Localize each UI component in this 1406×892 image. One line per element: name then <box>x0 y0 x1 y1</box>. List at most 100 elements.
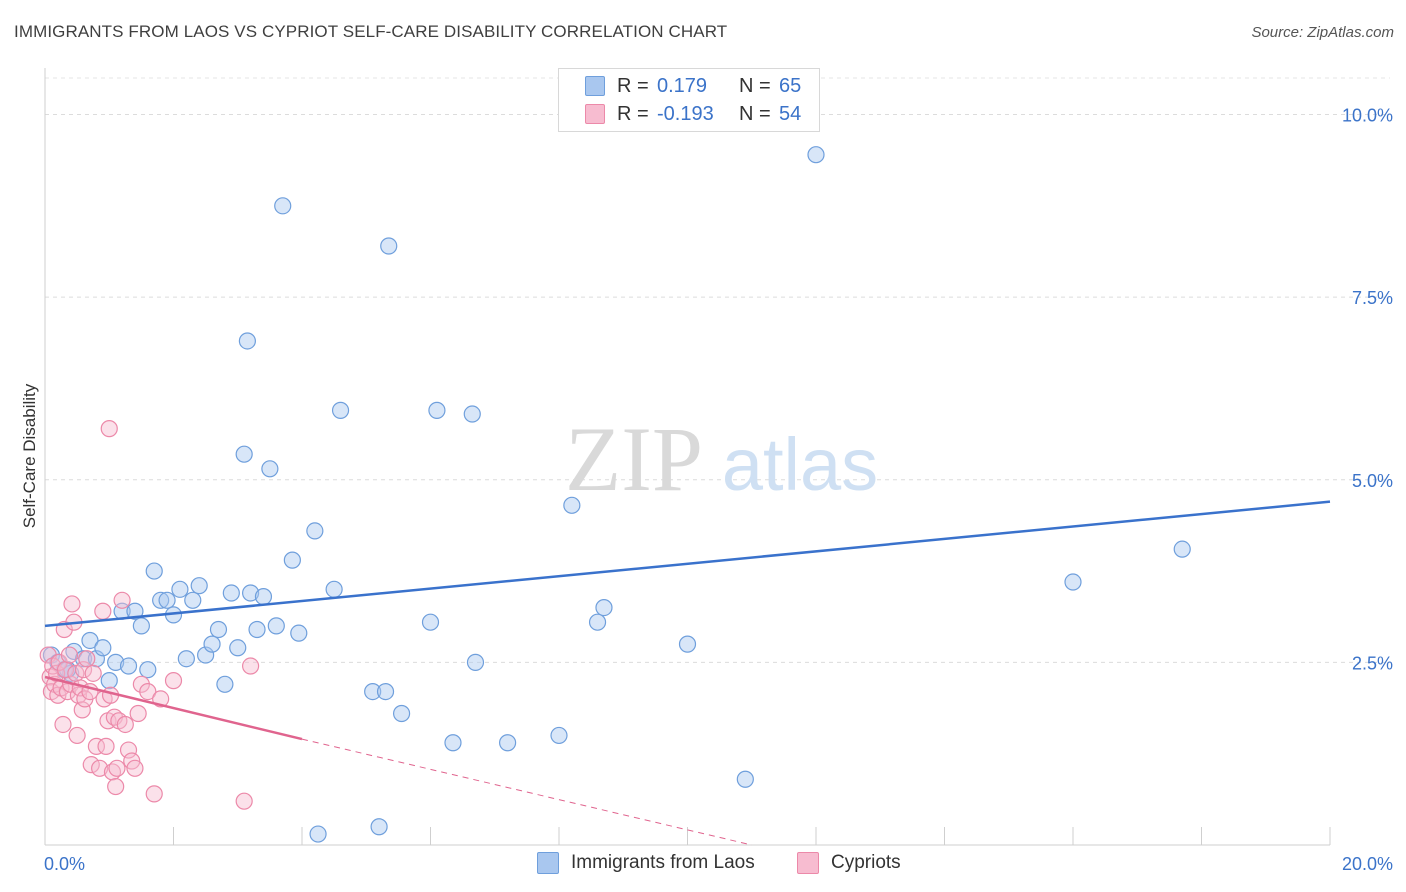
cypriot-point <box>235 792 253 810</box>
laos-point <box>107 653 125 671</box>
laos-point <box>87 650 106 668</box>
series-label-laos: Immigrants from Laos <box>571 852 755 873</box>
cypriot-point <box>63 595 81 613</box>
legend-swatch-laos <box>585 76 605 96</box>
laos-point <box>203 635 221 653</box>
laos-point <box>184 591 202 609</box>
watermark: ZIP atlas <box>565 408 878 510</box>
laos-point <box>331 401 350 419</box>
laos-point <box>126 602 144 620</box>
x-tick-label: 0.0% <box>44 854 85 874</box>
y-axis-title: Self-Care Disability <box>20 383 39 529</box>
laos-point <box>100 672 118 690</box>
laos-trend-line <box>44 500 1331 628</box>
laos-point <box>94 639 112 657</box>
gridlines <box>45 77 1390 663</box>
laos-point <box>132 617 150 635</box>
watermark-atlas: atlas <box>722 423 878 506</box>
axes <box>44 68 1331 846</box>
laos-point <box>267 617 285 635</box>
trend-lines <box>44 500 1331 846</box>
y-tick-label: 10.0% <box>1342 106 1393 126</box>
series-legend-laos: Immigrants from Laos <box>537 852 755 874</box>
source-label: Source: ZipAtlas.com <box>1251 24 1394 41</box>
laos-point <box>190 577 208 595</box>
cypriot-point <box>129 704 147 723</box>
laos-point <box>421 613 440 631</box>
cypriot-point <box>68 726 86 745</box>
laos-point <box>588 613 607 631</box>
laos-point <box>595 598 613 617</box>
cypriot-point <box>119 741 138 759</box>
legend-r-value: -0.193 <box>657 102 714 125</box>
y-tick-label: 2.5% <box>1352 653 1393 673</box>
laos-point <box>171 580 189 598</box>
laos-point <box>119 657 138 675</box>
cypriot-trend-line <box>44 675 303 741</box>
laos-point <box>209 620 228 639</box>
cypriot-point <box>100 420 118 438</box>
correlation-legend: R = 0.179 N = 65 R = -0.193 N = 54 <box>558 68 820 132</box>
laos-point <box>283 551 301 569</box>
laos-point <box>325 580 343 598</box>
cypriot-point <box>91 759 109 777</box>
laos-point <box>290 624 308 642</box>
laos-point <box>158 591 176 609</box>
cypriot-point <box>87 737 106 755</box>
series-swatch-laos <box>537 852 559 874</box>
laos-point <box>197 646 215 664</box>
cypriot-point <box>164 672 183 690</box>
legend-r-label: R = <box>617 74 649 97</box>
laos-point <box>261 460 279 478</box>
cypriot-point <box>73 701 91 719</box>
laos-point <box>235 445 253 463</box>
cypriot-point <box>126 759 144 777</box>
laos-point <box>444 734 462 752</box>
laos-point <box>550 726 568 745</box>
laos-point <box>1173 540 1191 558</box>
cypriot-point <box>60 646 79 664</box>
laos-point <box>499 734 517 752</box>
cypriot-point <box>145 785 163 803</box>
laos-point <box>229 639 247 657</box>
tick-labels: 2.5% 5.0% 7.5% 10.0% 0.0% 20.0% <box>44 106 1393 874</box>
laos-point <box>145 562 163 580</box>
laos-point <box>678 635 697 653</box>
cypriot-point <box>107 777 125 796</box>
laos-point <box>238 332 256 350</box>
legend-n-label: N = <box>739 102 771 125</box>
laos-point <box>563 496 581 514</box>
laos-point <box>466 653 485 671</box>
legend-row-laos: R = 0.179 N = 65 <box>585 72 801 100</box>
legend-swatch-cypriots <box>585 104 605 124</box>
legend-r-label: R = <box>617 102 649 125</box>
cypriot-point <box>113 591 131 609</box>
laos-point <box>736 770 754 788</box>
cypriot-trend-line-extension <box>301 738 752 846</box>
cypriot-point <box>82 756 100 774</box>
laos-point <box>254 588 273 606</box>
watermark-zip: ZIP <box>565 408 703 510</box>
legend-n-value: 54 <box>779 102 802 125</box>
series-legend: Immigrants from Laos Cypriots <box>0 852 1406 878</box>
laos-point <box>216 675 234 693</box>
series-swatch-cypriots <box>797 852 819 874</box>
laos-point <box>370 818 388 836</box>
laos-point <box>807 146 825 164</box>
laos-point <box>139 661 157 679</box>
laos-point <box>248 620 266 639</box>
y-tick-label: 5.0% <box>1352 471 1393 491</box>
cypriot-point <box>116 715 134 734</box>
x-tick-label: 20.0% <box>1342 854 1393 874</box>
legend-n-label: N = <box>739 74 771 97</box>
laos-point <box>177 650 195 668</box>
cypriot-point <box>139 682 157 701</box>
laos-point <box>242 584 260 602</box>
laos-point <box>392 704 411 723</box>
y-tick-label: 7.5% <box>1352 288 1393 308</box>
laos-point <box>274 197 292 215</box>
laos-point <box>152 591 170 609</box>
laos-point <box>1064 573 1082 591</box>
cypriot-point <box>84 664 102 682</box>
